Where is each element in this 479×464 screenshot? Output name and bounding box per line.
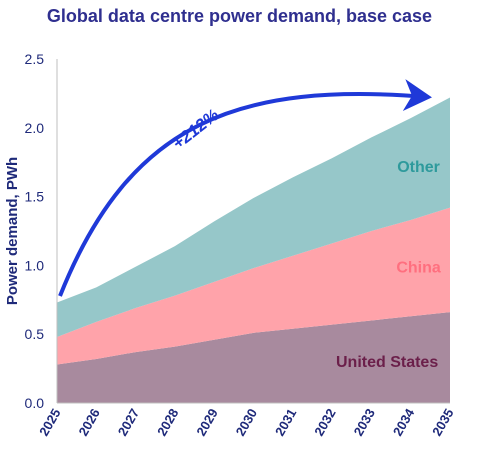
y-tick-label: 1.0: [25, 257, 45, 273]
x-tick-label: 2029: [193, 406, 220, 439]
series-label-united-states: United States: [336, 354, 438, 371]
x-tick-label: 2034: [390, 405, 418, 438]
x-tick-label: 2030: [233, 406, 260, 439]
x-tick-label: 2028: [154, 406, 181, 439]
y-tick-label: 0.5: [25, 326, 45, 342]
x-tick-label: 2033: [351, 406, 378, 439]
chart-title: Global data centre power demand, base ca…: [46, 6, 433, 26]
x-tick-label: 2032: [311, 406, 338, 439]
area-china: [57, 207, 450, 365]
y-tick-label: 0.0: [25, 395, 45, 411]
growth-arrow: [58, 79, 432, 297]
y-tick-label: 2.0: [25, 120, 45, 136]
x-tick-label: 2027: [115, 406, 142, 439]
y-tick-label: 1.5: [25, 189, 45, 205]
series-label-china: China: [396, 260, 441, 277]
x-tick-label: 2035: [429, 406, 456, 439]
area-united-states: [57, 312, 450, 403]
y-axis-label: Power demand, PWh: [4, 157, 21, 305]
area-other: [57, 97, 450, 337]
x-tick-label: 2026: [75, 406, 102, 439]
x-tick-label: 2031: [272, 406, 299, 439]
growth-label: +212%: [169, 105, 223, 153]
y-tick-label: 2.5: [25, 51, 45, 67]
series-label-other: Other: [397, 159, 440, 176]
